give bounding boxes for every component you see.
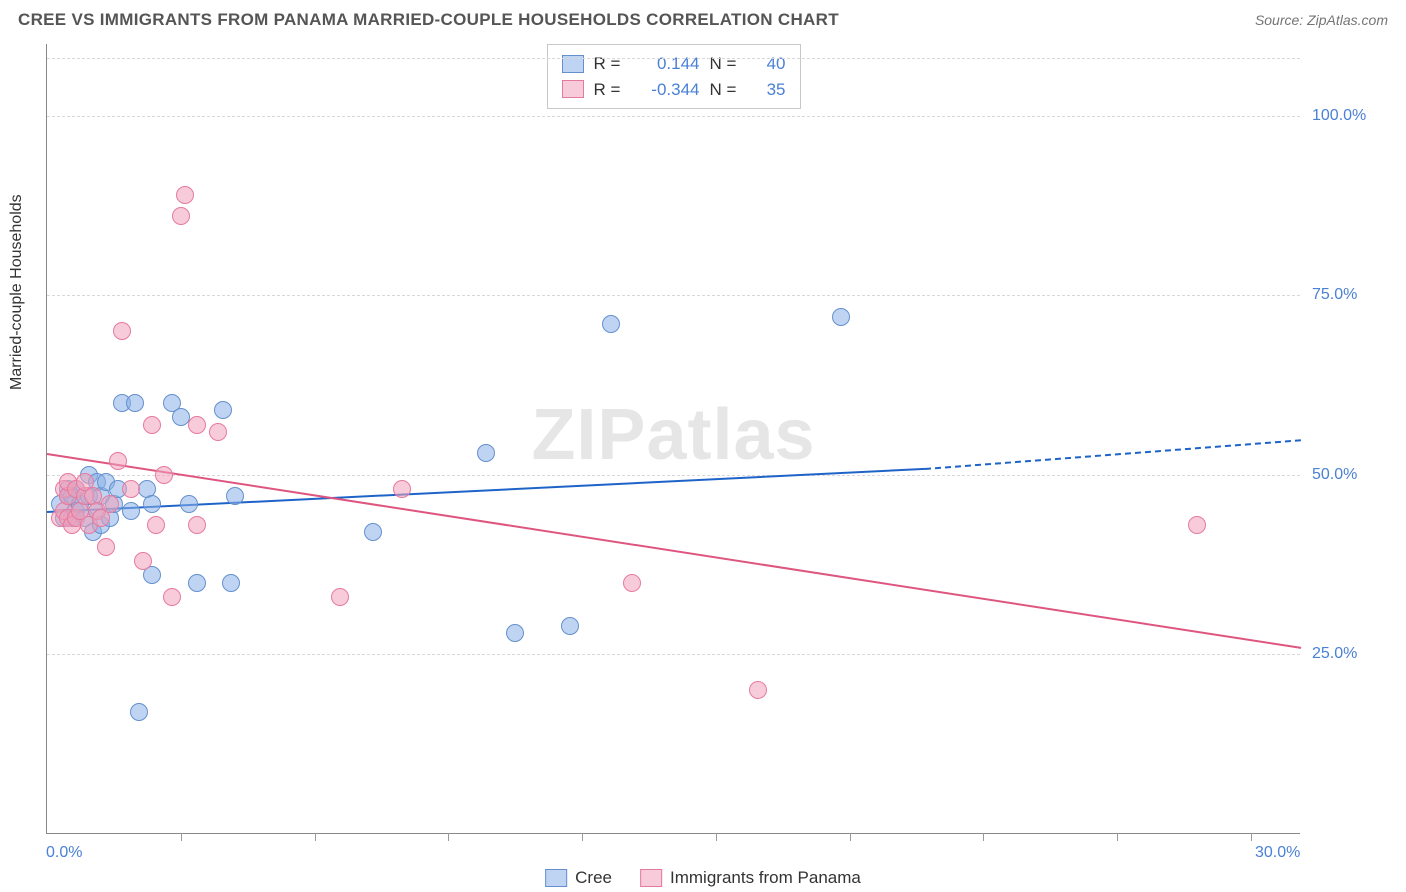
legend-series-name: Immigrants from Panama [670, 868, 861, 888]
gridline [47, 116, 1300, 117]
legend-n-value: 35 [756, 77, 786, 103]
data-point [188, 574, 206, 592]
data-point [188, 416, 206, 434]
data-point [109, 452, 127, 470]
x-tick [315, 833, 316, 841]
legend-item: Cree [545, 868, 612, 888]
gridline [47, 475, 1300, 476]
legend-r-label: R = [594, 77, 630, 103]
legend-n-label: N = [710, 77, 746, 103]
legend-n-label: N = [710, 51, 746, 77]
gridline [47, 295, 1300, 296]
data-point [113, 322, 131, 340]
data-point [176, 186, 194, 204]
legend-row: R = -0.344 N = 35 [562, 77, 786, 103]
legend-r-label: R = [594, 51, 630, 77]
data-point [163, 588, 181, 606]
data-point [147, 516, 165, 534]
data-point [393, 480, 411, 498]
data-point [214, 401, 232, 419]
legend-r-value: -0.344 [640, 77, 700, 103]
y-tick-label: 75.0% [1312, 286, 1406, 304]
gridline [47, 58, 1300, 59]
data-point [331, 588, 349, 606]
x-tick [716, 833, 717, 841]
data-point [1188, 516, 1206, 534]
data-point [832, 308, 850, 326]
x-tick-label: 0.0% [46, 844, 82, 862]
data-point [561, 617, 579, 635]
trend-line [925, 439, 1301, 470]
x-tick [448, 833, 449, 841]
legend-swatch [640, 869, 662, 887]
data-point [134, 552, 152, 570]
y-tick-label: 50.0% [1312, 466, 1406, 484]
plot-area: ZIPatlas R = 0.144 N = 40 R = -0.344 N = 35 [46, 44, 1300, 834]
trend-line [47, 453, 1301, 649]
data-point [222, 574, 240, 592]
data-point [97, 538, 115, 556]
legend-swatch [562, 80, 584, 98]
x-tick-label: 30.0% [1255, 844, 1300, 862]
page-title: CREE VS IMMIGRANTS FROM PANAMA MARRIED-C… [18, 10, 839, 30]
data-point [209, 423, 227, 441]
x-tick [1251, 833, 1252, 841]
data-point [143, 495, 161, 513]
correlation-legend: R = 0.144 N = 40 R = -0.344 N = 35 [547, 44, 801, 109]
data-point [364, 523, 382, 541]
data-point [143, 416, 161, 434]
legend-series-name: Cree [575, 868, 612, 888]
x-tick [181, 833, 182, 841]
data-point [226, 487, 244, 505]
y-tick-label: 25.0% [1312, 645, 1406, 663]
data-point [101, 495, 119, 513]
data-point [623, 574, 641, 592]
legend-n-value: 40 [756, 51, 786, 77]
data-point [126, 394, 144, 412]
data-point [749, 681, 767, 699]
data-point [155, 466, 173, 484]
source-label: Source: ZipAtlas.com [1255, 12, 1388, 28]
data-point [130, 703, 148, 721]
legend-row: R = 0.144 N = 40 [562, 51, 786, 77]
chart-container: ZIPatlas R = 0.144 N = 40 R = -0.344 N = 35 [46, 44, 1388, 834]
series-legend: Cree Immigrants from Panama [545, 868, 861, 888]
data-point [180, 495, 198, 513]
data-point [172, 408, 190, 426]
x-tick [983, 833, 984, 841]
x-tick [582, 833, 583, 841]
data-point [506, 624, 524, 642]
data-point [122, 480, 140, 498]
y-axis-label: Married-couple Households [8, 194, 26, 390]
legend-swatch [545, 869, 567, 887]
legend-r-value: 0.144 [640, 51, 700, 77]
data-point [602, 315, 620, 333]
data-point [122, 502, 140, 520]
data-point [477, 444, 495, 462]
legend-item: Immigrants from Panama [640, 868, 861, 888]
x-tick [1117, 833, 1118, 841]
gridline [47, 654, 1300, 655]
y-tick-label: 100.0% [1312, 107, 1406, 125]
data-point [188, 516, 206, 534]
watermark: ZIPatlas [531, 393, 815, 475]
x-tick [850, 833, 851, 841]
data-point [172, 207, 190, 225]
